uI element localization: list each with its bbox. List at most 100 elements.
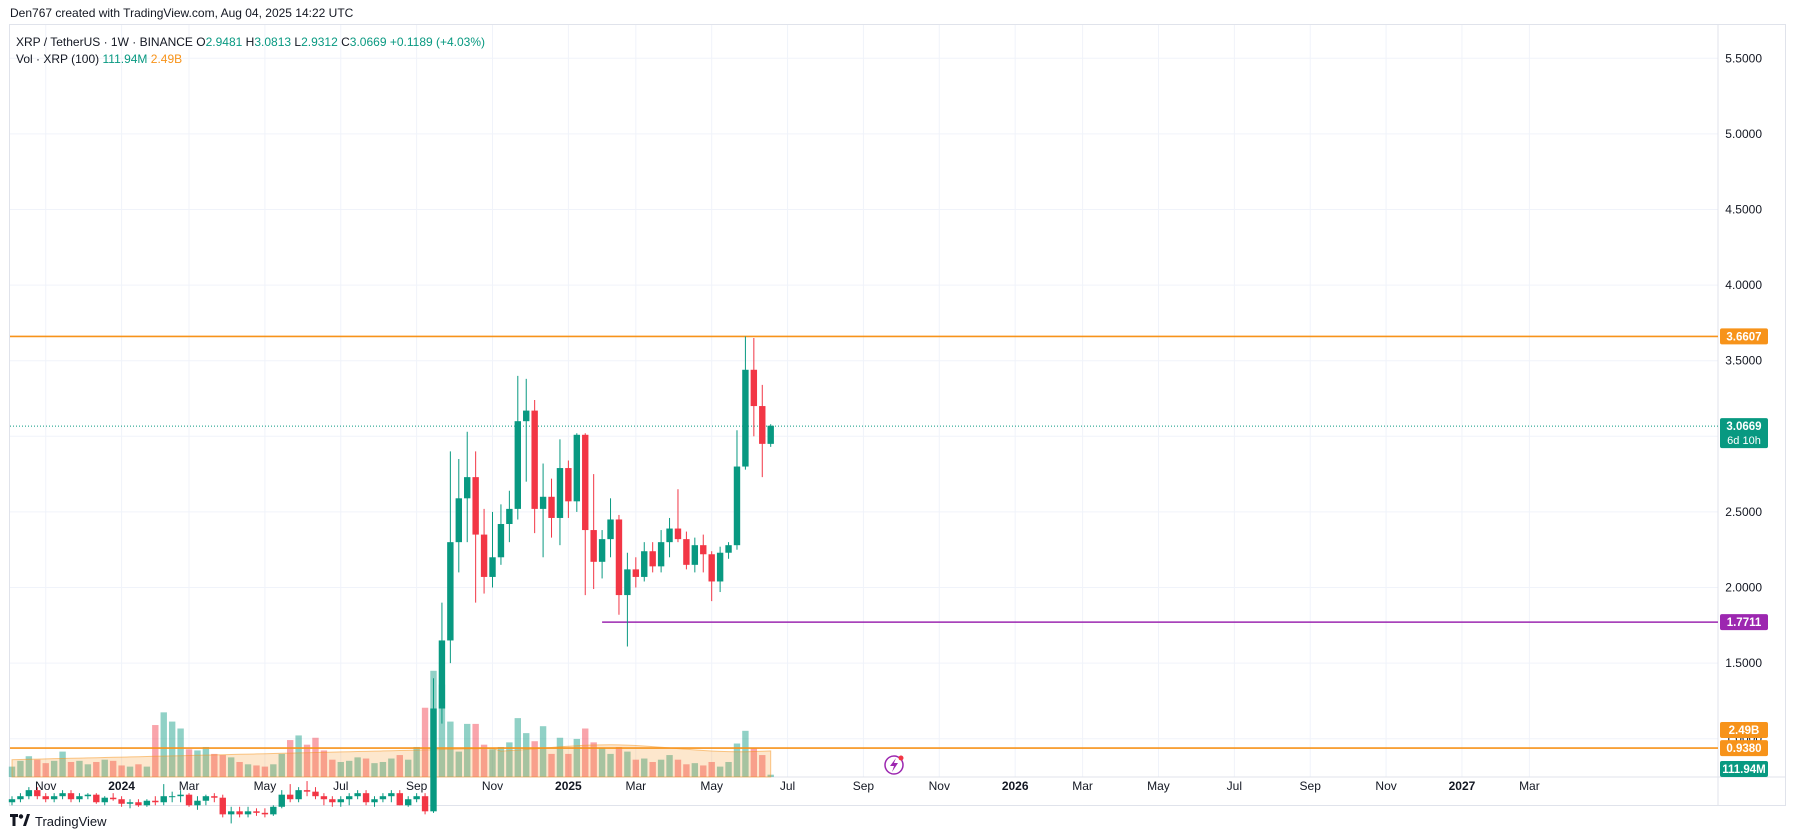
legend-high-label: H — [245, 35, 255, 49]
candle — [93, 793, 100, 804]
candle — [25, 787, 33, 800]
candle — [641, 542, 648, 582]
candle-body — [598, 539, 606, 562]
candle — [194, 796, 201, 810]
candle — [329, 796, 336, 807]
candle-body — [430, 708, 437, 812]
volume-bar — [472, 723, 479, 777]
legend-low: 2.9312 — [301, 35, 338, 49]
candle-body — [371, 799, 378, 803]
candle-body — [641, 551, 648, 577]
candle — [691, 537, 699, 573]
volume-bar — [109, 760, 117, 777]
volume-bar — [194, 750, 201, 777]
candle — [413, 793, 420, 803]
candle — [371, 796, 378, 807]
candle — [84, 793, 92, 800]
candle-body — [674, 528, 682, 540]
volume-bar — [312, 737, 319, 777]
volume-bar — [354, 757, 361, 777]
candle — [143, 799, 151, 807]
candle-body — [236, 811, 243, 815]
candle — [506, 490, 513, 543]
volume-bar — [716, 766, 724, 777]
x-tick-label: Sep — [1300, 779, 1322, 793]
candle — [236, 806, 243, 818]
last-price-tag-text: 3.0669 — [1726, 421, 1761, 433]
candle — [531, 400, 538, 534]
candle — [750, 338, 758, 437]
candle-body — [413, 796, 420, 800]
candle — [657, 530, 665, 573]
candle-body — [143, 800, 151, 806]
volume-bar — [725, 761, 732, 777]
volume-bar — [270, 764, 277, 777]
x-tick-label: Sep — [853, 779, 875, 793]
x-tick-label: Nov — [1375, 779, 1396, 793]
candle — [523, 378, 530, 482]
candle-body — [750, 369, 758, 407]
legend-open-label: O — [196, 35, 206, 49]
candle-body — [219, 797, 226, 815]
volume-bar — [236, 761, 243, 777]
candle-body — [227, 811, 235, 815]
candle — [219, 794, 226, 818]
last-price-tag-bg — [1720, 418, 1768, 449]
candle — [67, 790, 75, 803]
candle-body — [202, 796, 210, 801]
candle — [539, 463, 547, 558]
candle-body — [160, 796, 167, 803]
candle — [244, 806, 252, 818]
candle — [118, 796, 125, 807]
volume-bar — [700, 765, 707, 777]
volume-bar — [177, 728, 184, 777]
candle — [405, 796, 412, 807]
candle — [379, 793, 387, 803]
volume-bar — [506, 742, 513, 777]
support-line-low-tag-bg — [1720, 740, 1768, 757]
volume-ma-area — [11, 744, 772, 778]
x-tick-label: May — [1147, 779, 1170, 793]
legend-close: 3.0669 — [349, 35, 387, 49]
candle — [708, 551, 715, 602]
volume-bar — [337, 761, 344, 777]
x-tick-label: Jul — [780, 779, 795, 793]
volume-bar — [438, 684, 446, 777]
legend-close-label: C — [341, 35, 350, 49]
candle-body — [34, 790, 41, 797]
volume-bar — [185, 749, 193, 777]
volume-bar — [160, 712, 167, 777]
volume-bar — [261, 766, 269, 777]
candle — [447, 451, 454, 664]
x-tick-label: Jul — [333, 779, 348, 793]
volume-bar — [211, 753, 218, 777]
candle-body — [649, 551, 656, 567]
volume-bar — [759, 755, 766, 777]
candle — [548, 478, 555, 538]
tradingview-brand: TradingView — [35, 814, 107, 829]
lightning-icon[interactable] — [884, 755, 904, 775]
chart-frame[interactable] — [9, 24, 1786, 806]
tradingview-footer[interactable]: TradingView — [10, 814, 107, 829]
candle-body — [666, 528, 673, 543]
candle-body — [531, 410, 538, 509]
y-tick-label: 3.5000 — [1725, 354, 1762, 368]
candle-body — [421, 796, 429, 812]
legend-volume-label[interactable]: Vol · XRP (100) — [16, 52, 100, 66]
candle — [674, 489, 682, 543]
volume-bar — [742, 730, 749, 777]
legend-symbol[interactable]: XRP / TetherUS · 1W · BINANCE — [16, 35, 193, 49]
volume-bar — [152, 725, 159, 777]
candle-body — [211, 796, 218, 798]
x-tick-label: Mar — [625, 779, 646, 793]
candle — [303, 781, 311, 797]
x-tick-label: 2025 — [555, 779, 582, 793]
candle — [700, 534, 707, 573]
countdown-text: 6d 10h — [1727, 435, 1761, 447]
candle-body — [590, 530, 597, 562]
candle — [716, 546, 724, 593]
volume-bar — [168, 721, 176, 777]
support-line-low-tag-text: 0.9380 — [1726, 743, 1761, 755]
volume-bar — [582, 728, 589, 777]
